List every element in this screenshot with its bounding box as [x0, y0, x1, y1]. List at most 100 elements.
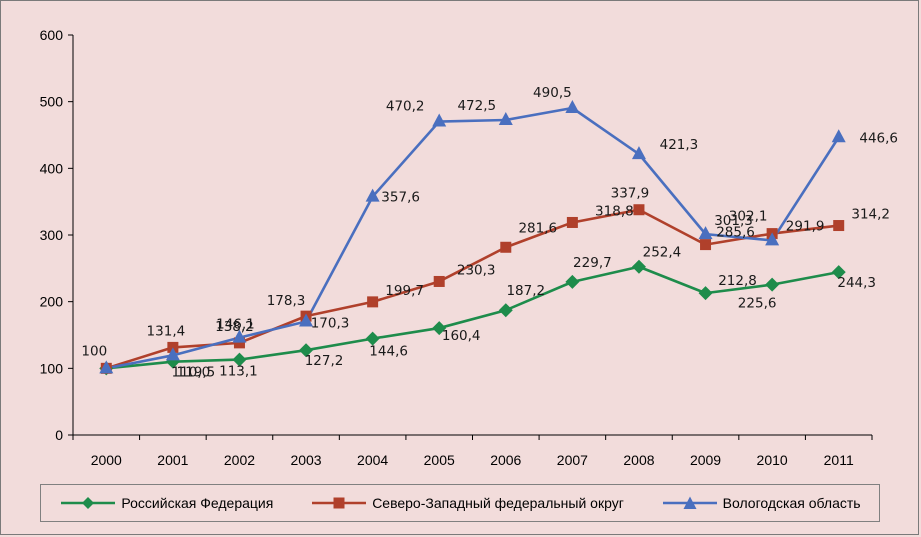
data-label-szfo: 285,6: [716, 225, 755, 241]
x-tick-label: 2008: [623, 452, 654, 468]
data-label-vologda: 446,6: [859, 130, 898, 146]
marker-rf: [299, 343, 314, 358]
data-label-vologda: 357,6: [381, 190, 420, 206]
marker-szfo: [367, 296, 379, 308]
legend-item-szfo: Северо-Западный федеральный округ: [310, 495, 624, 511]
data-label-rf: 229,7: [573, 255, 612, 271]
series-line-vologda: [106, 106, 840, 370]
marker-rf: [498, 303, 513, 318]
legend-swatch-rf: [61, 497, 116, 509]
y-tick-label: 0: [55, 427, 63, 443]
data-label-rf: 225,6: [738, 296, 777, 312]
x-tick-label: 2007: [557, 452, 588, 468]
data-label-vologda: 472,5: [457, 98, 496, 114]
data-label-vologda: 421,3: [660, 137, 699, 153]
legend-label-szfo: Северо-Западный федеральный округ: [372, 495, 624, 511]
data-label-vologda: 291,9: [786, 218, 825, 234]
marker-rf: [831, 265, 846, 280]
marker-vologda: [299, 313, 314, 327]
data-label-szfo: 178,3: [267, 293, 306, 309]
data-label-vologda: 301,3: [714, 213, 753, 229]
marker-vologda: [365, 188, 380, 202]
data-label-szfo: 138,2: [215, 319, 254, 335]
x-tick-label: 2005: [424, 452, 455, 468]
marker-vologda: [631, 146, 646, 160]
y-tick-label: 600: [40, 27, 64, 43]
marker-rf: [698, 286, 713, 301]
marker-rf: [631, 259, 646, 274]
data-label-vologda: 119,5: [177, 364, 216, 380]
marker-vologda: [565, 100, 580, 113]
data-label-rf: 144,6: [369, 344, 408, 360]
marker-szfo: [566, 216, 578, 228]
marker-rf: [365, 331, 380, 346]
marker-rf: [765, 277, 780, 292]
data-label-szfo: 100: [81, 343, 107, 359]
data-label-szfo: 314,2: [851, 207, 890, 223]
marker-vologda: [498, 112, 513, 125]
marker-szfo: [633, 204, 645, 216]
data-label-rf: 160,4: [442, 328, 481, 344]
data-label-rf: 244,3: [837, 275, 876, 291]
x-tick-label: 2001: [157, 452, 188, 468]
y-tick-label: 400: [40, 160, 64, 176]
data-label-szfo: 199,7: [385, 283, 424, 299]
legend-item-vologda: Вологодская область: [661, 495, 861, 511]
data-label-szfo: 281,6: [518, 220, 557, 236]
marker-szfo: [500, 241, 512, 253]
data-label-vologda: 490,5: [533, 85, 572, 101]
y-tick-label: 300: [40, 227, 64, 243]
data-label-rf: 187,2: [506, 283, 545, 299]
data-labels: 110,0 113,1 127,2 144,6 160,4 187,2 229,7 252,4…: [81, 85, 898, 381]
marker-vologda: [432, 113, 447, 127]
line-chart: 0 100 200 300 400 500 600 2000 2001 2002 2003 2004 2…: [40, 27, 898, 468]
x-tick-label: 2003: [290, 452, 321, 468]
legend-label-rf: Российская Федерация: [121, 495, 274, 511]
x-tick-label: 2004: [357, 452, 388, 468]
data-label-szfo: 230,3: [457, 262, 496, 278]
marker-vologda: [831, 129, 846, 143]
x-tick-label: 2000: [91, 452, 122, 468]
data-label-rf: 252,4: [643, 245, 682, 261]
marker-rf: [565, 274, 580, 289]
marker-rf: [232, 352, 247, 367]
data-label-rf: 113,1: [219, 364, 258, 380]
series-line-rf: [106, 265, 839, 370]
marker-szfo: [833, 220, 845, 232]
y-tick-label: 100: [40, 360, 64, 376]
legend-swatch-szfo: [312, 497, 367, 509]
x-tick-label: 2006: [490, 452, 521, 468]
legend-swatch-vologda: [662, 496, 717, 509]
marker-vologda: [165, 347, 180, 361]
marker-szfo: [433, 275, 445, 287]
data-label-vologda: 146,1: [216, 317, 255, 333]
legend-item-rf: Российская Федерация: [59, 495, 273, 511]
series-lines: [105, 106, 840, 370]
data-label-vologda: 170,3: [311, 315, 350, 331]
series-line-szfo: [105, 208, 839, 370]
marker-vologda: [232, 329, 247, 343]
marker-vologda: [99, 360, 114, 374]
axes: 0 100 200 300 400 500 600 2000 2001 2002 2003 2004 2…: [40, 27, 873, 468]
x-tick-label: 2009: [690, 452, 721, 468]
legend: Российская Федерация Северо-Западный фед…: [40, 484, 880, 522]
marker-rf: [432, 321, 447, 336]
x-tick-label: 2011: [824, 452, 854, 468]
marker-vologda: [765, 232, 780, 246]
legend-label-vologda: Вологодская область: [722, 495, 861, 511]
marker-szfo: [700, 239, 712, 251]
data-label-szfo: 131,4: [147, 323, 186, 339]
data-label-szfo: 302,1: [729, 209, 768, 225]
data-label-rf: 212,8: [718, 273, 757, 289]
data-label-vologda: 470,2: [386, 99, 425, 115]
y-tick-label: 500: [40, 94, 64, 110]
y-tick-label: 200: [40, 294, 64, 310]
marker-szfo: [233, 337, 245, 349]
x-tick-label: 2002: [224, 452, 255, 468]
data-label-szfo: 337,9: [611, 186, 650, 202]
marker-vologda: [698, 226, 713, 240]
x-tick-label: 2010: [757, 452, 788, 468]
data-label-szfo: 318,8: [595, 203, 634, 219]
data-label-rf: 127,2: [305, 353, 344, 369]
